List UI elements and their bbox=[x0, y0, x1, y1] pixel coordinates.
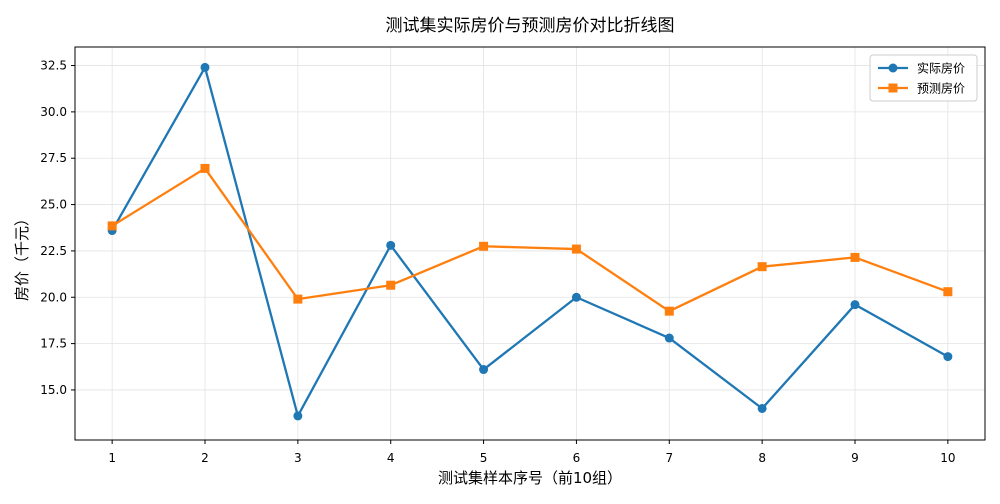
series-line bbox=[111, 167, 949, 313]
y-tick-label: 25.0 bbox=[40, 198, 67, 212]
x-tick-label: 4 bbox=[387, 451, 395, 465]
data-point-square bbox=[200, 163, 210, 173]
data-point-square bbox=[850, 252, 860, 262]
legend-item: 预测房价 bbox=[878, 81, 965, 96]
legend-marker-square bbox=[888, 83, 898, 93]
data-point-circle bbox=[200, 62, 210, 72]
y-tick-label: 32.5 bbox=[40, 59, 67, 73]
data-point-circle bbox=[386, 240, 396, 250]
legend-marker-circle bbox=[888, 63, 898, 73]
data-point-circle bbox=[850, 300, 860, 310]
legend-label: 预测房价 bbox=[917, 81, 965, 96]
data-point-square bbox=[293, 294, 303, 304]
y-tick-label: 22.5 bbox=[40, 244, 67, 258]
y-tick-label: 27.5 bbox=[40, 151, 67, 165]
plot-frame bbox=[74, 46, 986, 441]
x-tick-label: 3 bbox=[294, 451, 302, 465]
series-1 bbox=[107, 62, 953, 421]
x-tick-label: 5 bbox=[480, 451, 488, 465]
y-tick-label: 17.5 bbox=[40, 337, 67, 351]
x-tick-label: 2 bbox=[201, 451, 209, 465]
grid-lines bbox=[75, 47, 985, 440]
data-point-square bbox=[107, 221, 117, 231]
axes: 1 2 3 4 5 6 7 8 9 10 15.0 17.5 20.0 22.5 25.0 27.5 30.0 3… bbox=[40, 46, 986, 465]
data-point-circle bbox=[571, 292, 581, 302]
data-point-square bbox=[757, 262, 767, 272]
data-point-square bbox=[571, 244, 581, 254]
data-point-circle bbox=[943, 352, 953, 362]
y-tick-label: 30.0 bbox=[40, 105, 67, 119]
series-lines bbox=[107, 62, 953, 421]
legend-item: 实际房价 bbox=[878, 61, 965, 76]
series-line bbox=[111, 66, 949, 418]
data-point-circle bbox=[293, 411, 303, 421]
data-point-square bbox=[386, 280, 396, 290]
x-tick-label: 10 bbox=[940, 451, 955, 465]
y-tick-label: 15.0 bbox=[40, 383, 67, 397]
data-point-circle bbox=[479, 365, 489, 375]
x-tick-label: 9 bbox=[851, 451, 859, 465]
x-tick-label: 7 bbox=[665, 451, 673, 465]
data-point-circle bbox=[757, 403, 767, 413]
data-point-square bbox=[664, 306, 674, 316]
x-axis-label: 测试集样本序号（前10组） bbox=[438, 469, 622, 487]
x-tick-label: 1 bbox=[108, 451, 116, 465]
series-2 bbox=[107, 163, 953, 316]
chart-title: 测试集实际房价与预测房价对比折线图 bbox=[386, 16, 675, 36]
x-tick-label: 6 bbox=[573, 451, 581, 465]
y-tick-label: 20.0 bbox=[40, 290, 67, 304]
y-axis-label: 房价（千元） bbox=[13, 211, 31, 301]
data-point-square bbox=[943, 287, 953, 297]
x-tick-label: 8 bbox=[758, 451, 766, 465]
data-point-square bbox=[479, 241, 489, 251]
legend-label: 实际房价 bbox=[917, 61, 965, 76]
data-point-circle bbox=[664, 333, 674, 343]
